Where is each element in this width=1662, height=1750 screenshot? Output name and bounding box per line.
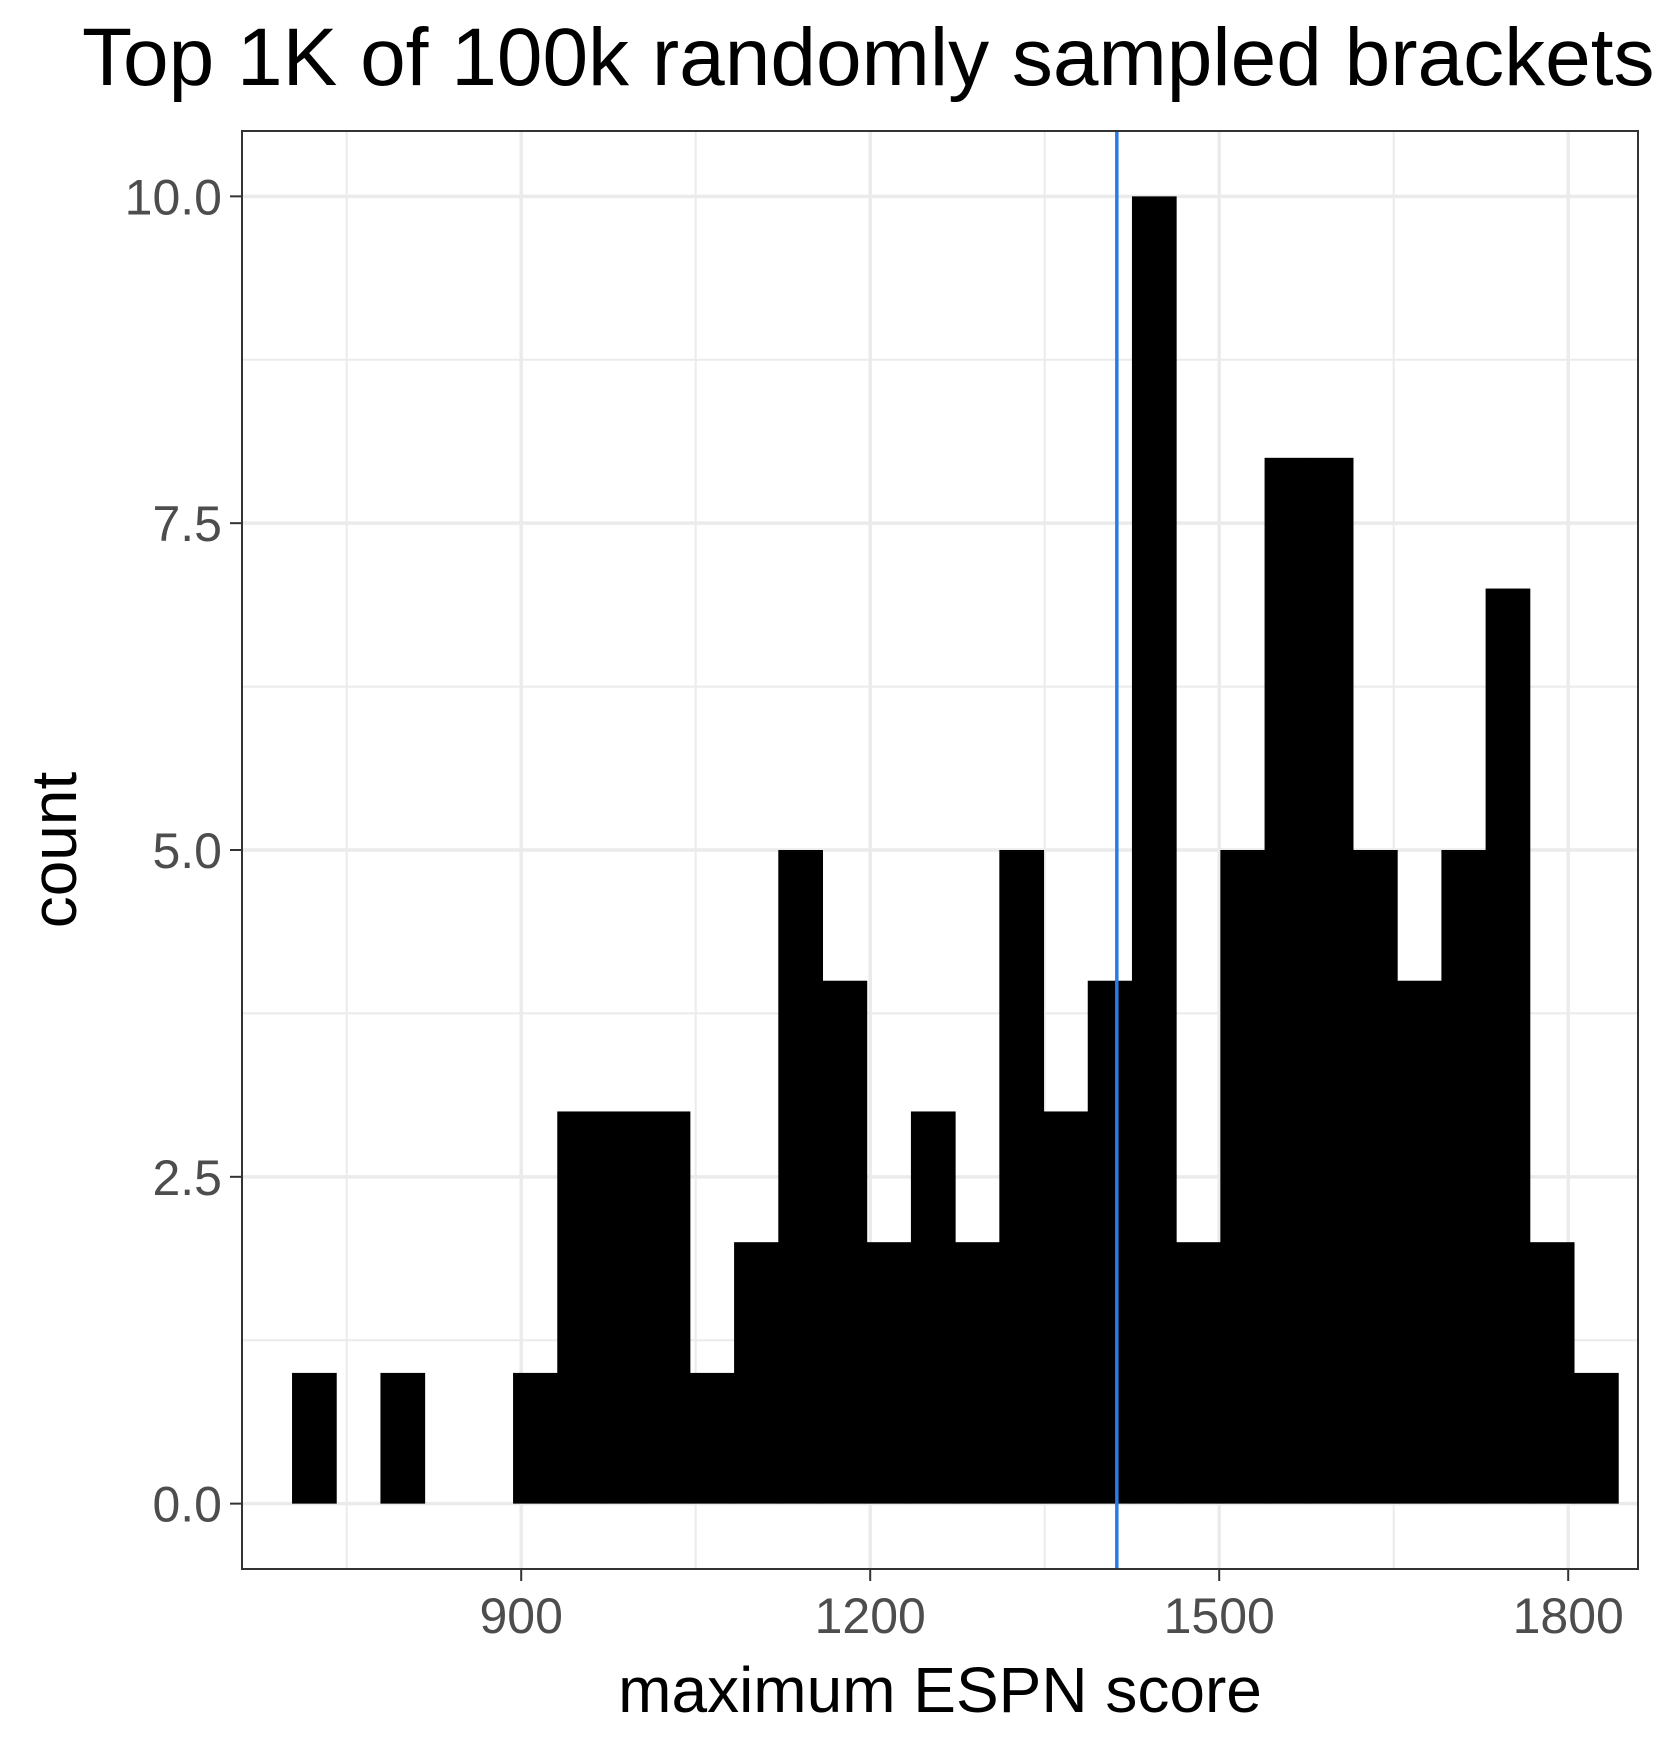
histogram-bar <box>1485 588 1531 1504</box>
histogram-bar <box>910 1111 956 1504</box>
histogram-bar <box>1441 850 1487 1504</box>
y-tick-label: 5.0 <box>152 823 222 879</box>
histogram-bar <box>380 1372 426 1504</box>
histogram-bar <box>557 1111 602 1504</box>
histogram-bar <box>1087 980 1133 1504</box>
histogram-bar <box>645 1111 691 1504</box>
y-axis: 0.0 2.5 5.0 7.5 10.0 <box>125 169 242 1533</box>
histogram-bar <box>778 850 824 1504</box>
histogram-bar <box>866 1242 912 1504</box>
histogram-bar <box>1574 1372 1619 1504</box>
histogram-bars <box>292 196 1619 1504</box>
x-tick-label: 1200 <box>815 1588 926 1644</box>
histogram-bar <box>1397 980 1442 1504</box>
x-tick-label: 1500 <box>1164 1588 1275 1644</box>
histogram-bar <box>1352 850 1398 1504</box>
x-axis: 900 1200 1500 1800 <box>479 1569 1624 1644</box>
chart-title: Top 1K of 100k randomly sampled brackets <box>82 12 1655 103</box>
histogram-bar <box>1264 457 1310 1504</box>
histogram-bar <box>734 1242 779 1504</box>
y-tick-label: 2.5 <box>152 1150 222 1206</box>
histogram-bar <box>1176 1242 1221 1504</box>
y-tick-label: 7.5 <box>152 496 222 552</box>
histogram-bar <box>999 850 1045 1504</box>
histogram-bar <box>1131 196 1177 1504</box>
histogram-bar <box>1529 1242 1575 1504</box>
histogram-bar <box>1220 850 1266 1504</box>
histogram-bar <box>513 1372 558 1504</box>
y-tick-label: 10.0 <box>125 169 222 225</box>
histogram-bar <box>1308 457 1354 1504</box>
histogram-bar <box>955 1242 1000 1504</box>
x-axis-label: maximum ESPN score <box>618 1654 1262 1726</box>
y-axis-label: count <box>18 772 90 929</box>
x-tick-label: 1800 <box>1513 1588 1624 1644</box>
x-tick-label: 900 <box>479 1588 562 1644</box>
histogram-bar <box>292 1372 337 1504</box>
y-tick-label: 0.0 <box>152 1477 222 1533</box>
histogram-bar <box>601 1111 647 1504</box>
histogram-bar <box>822 980 868 1504</box>
histogram-bar <box>1043 1111 1089 1504</box>
histogram-bar <box>689 1372 735 1504</box>
